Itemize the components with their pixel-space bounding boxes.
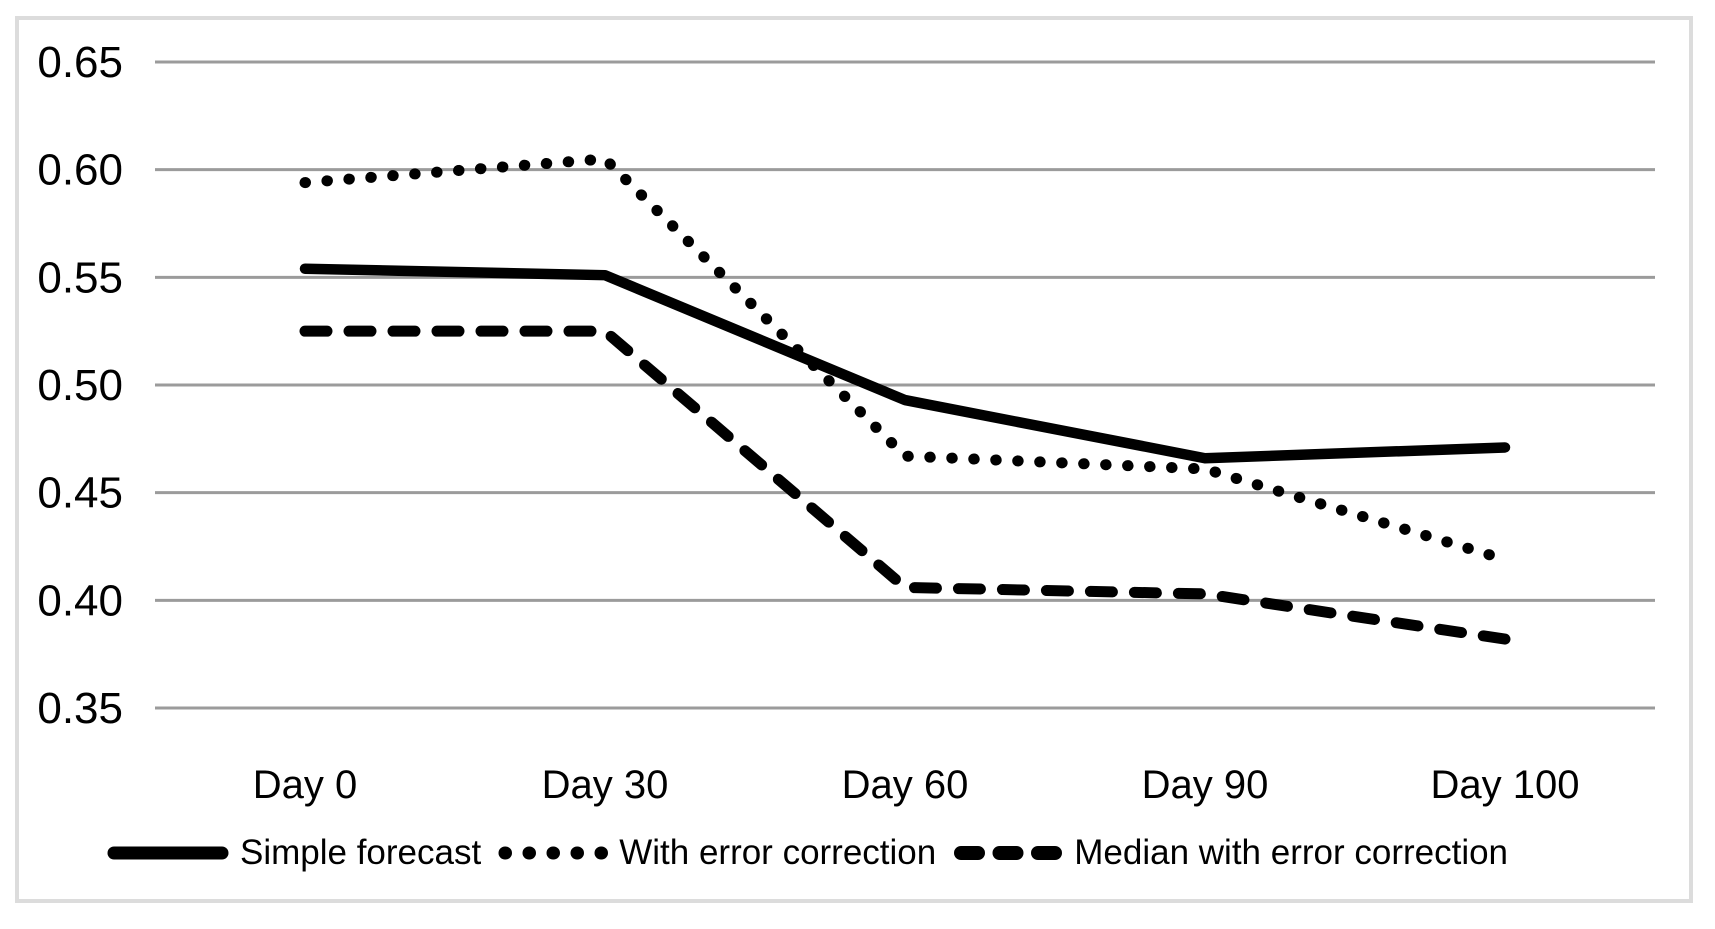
chart-frame-border (15, 16, 1693, 903)
x-tick-label: Day 0 (253, 763, 358, 807)
legend-item-median-with-error-correction: Median with error correction (952, 833, 1508, 873)
y-tick-label: 0.55 (37, 253, 123, 302)
legend-label-with-error-correction: With error correction (619, 833, 937, 872)
dashed-line-swatch-icon (954, 846, 1063, 860)
x-tick-label: Day 100 (1431, 763, 1580, 807)
legend-label-simple-forecast: Simple forecast (240, 833, 482, 872)
solid-line-swatch-icon (107, 846, 229, 860)
legend-item-with-error-correction: With error correction (497, 833, 936, 873)
x-axis-tick-labels: Day 0 Day 30 Day 60 Day 90 Day 100 (253, 763, 1580, 807)
series-line-dashed (299, 325, 1511, 645)
y-tick-label: 0.65 (37, 38, 123, 87)
x-tick-label: Day 90 (1142, 763, 1269, 807)
gridlines-group (155, 60, 1655, 710)
y-tick-label: 0.60 (37, 146, 123, 195)
legend: Simple forecast With error correction Me… (106, 833, 1508, 873)
series-line-solid (299, 263, 1511, 464)
y-tick-label: 0.45 (37, 469, 123, 518)
y-tick-label: 0.50 (37, 361, 123, 410)
series-lines-group (299, 153, 1511, 645)
y-tick-label: 0.40 (37, 576, 123, 625)
y-axis-tick-labels: 0.65 0.60 0.55 0.50 0.45 0.40 0.35 (37, 38, 123, 733)
series-line-dotted (299, 153, 1511, 565)
x-tick-label: Day 30 (542, 763, 669, 807)
dotted-line-swatch-icon (498, 846, 609, 860)
legend-item-simple-forecast: Simple forecast (106, 833, 481, 873)
legend-label-median-with-error-correction: Median with error correction (1074, 833, 1509, 872)
x-tick-label: Day 60 (842, 763, 969, 807)
y-tick-label: 0.35 (37, 684, 123, 733)
